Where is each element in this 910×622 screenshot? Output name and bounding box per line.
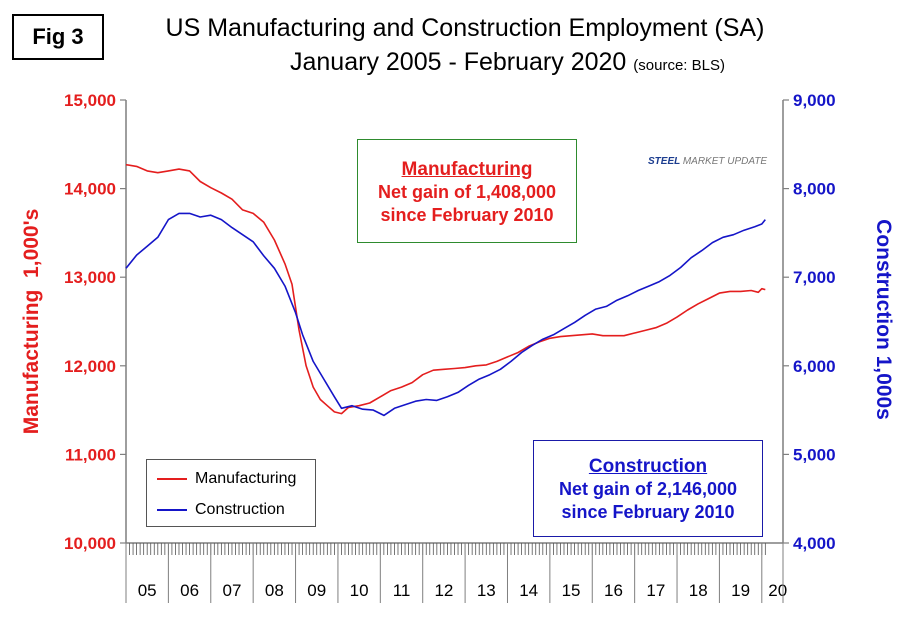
legend-item-manufacturing: Manufacturing <box>157 470 296 488</box>
left-axis-title: Manufacturing 1,000's <box>20 209 43 435</box>
construction-annotation-line1: Net gain of 2,146,000 <box>558 479 738 499</box>
right-axis-tick-label: 4,000 <box>793 534 836 553</box>
steel-market-update-logo: STEEL MARKET UPDATE <box>648 156 767 167</box>
x-axis-year-label: 17 <box>646 581 665 600</box>
manufacturing-annotation-line2: since February 2010 <box>380 205 554 225</box>
series-line-construction <box>125 212 766 417</box>
chart-date-range: January 2005 - February 2020 <box>290 48 627 76</box>
right-axis-tick-label: 9,000 <box>793 91 836 110</box>
x-axis-year-label: 20 <box>768 581 787 600</box>
legend-swatch-construction <box>157 509 187 511</box>
x-axis-year-label: 11 <box>393 581 411 600</box>
legend-item-construction: Construction <box>157 501 285 519</box>
x-axis-year-label: 10 <box>350 581 369 600</box>
x-axis-year-label: 18 <box>689 581 708 600</box>
x-axis-year-label: 19 <box>731 581 750 600</box>
figure-badge: Fig 3 <box>12 14 104 60</box>
left-axis-tick-label: 15,000 <box>64 91 116 110</box>
left-axis-tick-label: 10,000 <box>64 534 116 553</box>
right-axis-tick-label: 5,000 <box>793 445 836 464</box>
chart-legend: Manufacturing Construction <box>146 459 316 527</box>
construction-annotation: Construction Net gain of 2,146,000 since… <box>533 440 763 537</box>
source-note: (source: BLS) <box>633 57 725 74</box>
construction-annotation-heading: Construction <box>588 456 708 477</box>
x-axis-year-label: 06 <box>180 581 199 600</box>
logo-market-update: MARKET UPDATE <box>682 156 768 167</box>
x-axis-year-label: 05 <box>138 581 157 600</box>
series-line-manufacturing <box>125 163 766 415</box>
left-axis-tick-label: 12,000 <box>64 357 116 376</box>
x-axis-year-label: 12 <box>434 581 453 600</box>
chart-title: US Manufacturing and Construction Employ… <box>165 14 765 42</box>
left-axis-tick-label: 11,000 <box>65 445 116 464</box>
x-axis-year-label: 13 <box>477 581 496 600</box>
legend-label-manufacturing: Manufacturing <box>195 470 297 487</box>
logo-steel: STEEL <box>648 156 681 167</box>
x-axis-year-label: 16 <box>604 581 623 600</box>
manufacturing-annotation-line1: Net gain of 1,408,000 <box>377 182 557 202</box>
right-axis-tick-label: 8,000 <box>793 180 836 199</box>
left-axis-tick-label: 13,000 <box>64 268 116 287</box>
right-axis-title: Construction 1,000s <box>872 219 895 420</box>
legend-swatch-manufacturing <box>157 478 187 480</box>
manufacturing-annotation-heading: Manufacturing <box>401 159 533 180</box>
x-axis-year-label: 14 <box>519 581 538 600</box>
right-axis-tick-label: 7,000 <box>793 268 836 287</box>
legend-label-construction: Construction <box>195 501 285 518</box>
chart-subtitle: January 2005 - February 2020 (source: BL… <box>290 48 725 77</box>
x-axis-year-label: 08 <box>265 581 284 600</box>
right-axis-tick-label: 6,000 <box>793 357 836 376</box>
x-axis-year-label: 07 <box>223 581 242 600</box>
manufacturing-annotation: Manufacturing Net gain of 1,408,000 sinc… <box>357 139 577 243</box>
left-axis-tick-label: 14,000 <box>64 180 116 199</box>
construction-annotation-line2: since February 2010 <box>561 502 735 522</box>
x-axis-year-label: 15 <box>562 581 581 600</box>
x-axis-year-label: 09 <box>307 581 326 600</box>
